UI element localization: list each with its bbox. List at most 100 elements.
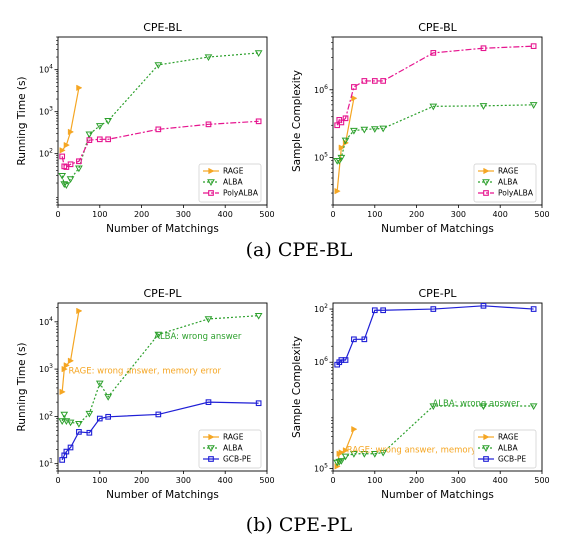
data-point-alba-1-2: [337, 154, 346, 162]
data-point-alba-0-9: [204, 54, 213, 62]
annotation-2-1: RAGE: wrong answer, memory error: [68, 367, 221, 377]
x-tick-label-1-4: 400: [493, 210, 508, 219]
data-point-gcb-pe-2-9: [205, 399, 212, 406]
data-point-gcb-pe-2-3: [67, 444, 74, 451]
legend-box-1: [473, 163, 537, 203]
data-point-rage-2-2: [63, 362, 70, 369]
caption-b: (b) CPE-PL: [246, 514, 353, 536]
x-tick-label-3-3: 300: [451, 476, 466, 485]
x-tick-label-2-0: 0: [55, 476, 60, 485]
data-point-gcb-pe-2-0: [59, 457, 66, 463]
x-tick-label-0-3: 300: [176, 210, 191, 219]
data-point-rage-1-3: [351, 95, 358, 102]
series-line-gcb-pe-3: [336, 305, 534, 366]
data-point-alba-1-6: [370, 126, 379, 133]
plot-frame-1: [332, 36, 543, 206]
data-point-alba-1-7: [379, 125, 388, 133]
y-axis-label-2: Running Time (s): [16, 342, 28, 431]
chart-title-2: CPE-PL: [144, 287, 183, 300]
data-point-gcb-pe-2-5: [86, 429, 93, 436]
data-point-rage-0-3: [76, 84, 83, 92]
data-point-alba-0-1: [60, 181, 69, 188]
legend-label-alba-0: ALBA: [223, 178, 243, 187]
chart-title-1: CPE-BL: [418, 21, 457, 34]
x-tick-label-3-5: 500: [534, 476, 549, 485]
data-point-alba-2-1: [60, 411, 69, 419]
x-tick-label-1-1: 100: [367, 210, 382, 219]
data-point-rage-3-4: [351, 425, 358, 433]
data-point-alba-3-3: [341, 453, 350, 461]
x-tick-label-1-0: 0: [330, 210, 335, 219]
data-point-polyalba-1-3: [342, 115, 349, 122]
data-point-gcb-pe-3-5: [361, 336, 368, 343]
data-point-alba-3-5: [360, 451, 369, 458]
data-point-polyalba-1-10: [530, 43, 537, 49]
data-point-rage-0-2: [67, 128, 75, 136]
y-tick-label-0-2: 104: [39, 64, 53, 75]
y-tick-label-0-0: 102: [39, 148, 53, 159]
data-point-alba-2-0: [58, 418, 67, 425]
data-point-alba-1-1: [335, 157, 344, 165]
x-tick-label-0-0: 0: [55, 210, 60, 219]
data-point-rage-0-1: [63, 141, 70, 149]
y-tick-label-1-0: 105: [314, 152, 328, 163]
series-line-rage-1: [336, 98, 355, 192]
x-tick-label-2-4: 400: [218, 476, 233, 485]
data-point-alba-0-5: [85, 131, 94, 139]
data-point-alba-0-8: [154, 62, 163, 69]
data-point-gcb-pe-2-4: [76, 429, 82, 435]
legend-marker-alba-0: [207, 179, 215, 187]
legend-label-polyalba-0: PolyALBA: [223, 189, 259, 198]
data-point-alba-1-8: [429, 103, 438, 111]
legend-marker-gcb-pe-3: [483, 456, 489, 462]
data-point-alba-0-3: [66, 176, 75, 183]
x-tick-label-3-1: 100: [367, 476, 382, 485]
y-tick-label-2-1: 102: [39, 410, 53, 421]
data-point-polyalba-1-2: [338, 119, 345, 126]
data-point-alba-2-9: [204, 316, 213, 323]
data-point-rage-2-0: [59, 388, 66, 396]
chart-title-3: CPE-PL: [419, 287, 458, 300]
legend-marker-alba-3: [482, 445, 490, 453]
x-tick-label-0-5: 500: [259, 210, 274, 219]
legend-box-0: [198, 163, 262, 203]
x-tick-label-1-2: 200: [409, 210, 424, 219]
legend-label-alba-3: ALBA: [498, 444, 518, 453]
data-point-gcb-pe-3-9: [480, 302, 487, 309]
data-point-polyalba-1-5: [361, 78, 368, 84]
data-point-alba-3-9: [479, 403, 488, 411]
x-axis-label-0: Number of Matchings: [106, 223, 219, 235]
legend-label-rage-2: RAGE: [223, 433, 244, 442]
legend-marker-gcb-pe-2: [208, 456, 214, 462]
data-point-gcb-pe-3-6: [371, 307, 378, 314]
x-tick-label-0-4: 400: [218, 210, 233, 219]
x-tick-label-1-3: 300: [451, 210, 466, 219]
x-axis-label-1: Number of Matchings: [381, 223, 494, 235]
data-point-alba-1-10: [529, 102, 538, 109]
series-line-alba-2: [61, 315, 259, 425]
caption-a: (a) CPE-BL: [246, 239, 353, 261]
data-point-polyalba-1-7: [380, 78, 387, 84]
legend-marker-alba-1: [482, 179, 490, 187]
plot-frame-3: [332, 302, 543, 472]
annotation-2-0: ALBA: wrong answer: [154, 332, 242, 342]
x-tick-label-0-2: 200: [134, 210, 149, 219]
x-tick-label-2-5: 500: [259, 476, 274, 485]
data-point-polyalba-1-8: [430, 50, 437, 56]
data-point-alba-2-3: [66, 419, 75, 427]
data-point-rage-0-0: [59, 147, 66, 154]
data-point-alba-3-10: [529, 403, 538, 411]
x-tick-label-0-1: 100: [92, 210, 107, 219]
data-point-alba-0-7: [104, 117, 113, 125]
y-axis-label-3: Sample Complexity: [291, 336, 303, 438]
series-line-rage-0: [61, 87, 80, 151]
x-tick-label-3-2: 200: [409, 476, 424, 485]
legend-label-alba-1: ALBA: [498, 178, 518, 187]
data-point-polyalba-0-6: [96, 136, 103, 143]
y-tick-label-2-0: 101: [39, 458, 53, 469]
x-tick-label-1-5: 500: [534, 210, 549, 219]
data-point-gcb-pe-3-8: [430, 306, 437, 312]
annotation-3-0: ALBA: wrong answer: [432, 399, 520, 409]
x-tick-label-2-2: 200: [134, 476, 149, 485]
data-point-alba-1-9: [479, 103, 488, 110]
